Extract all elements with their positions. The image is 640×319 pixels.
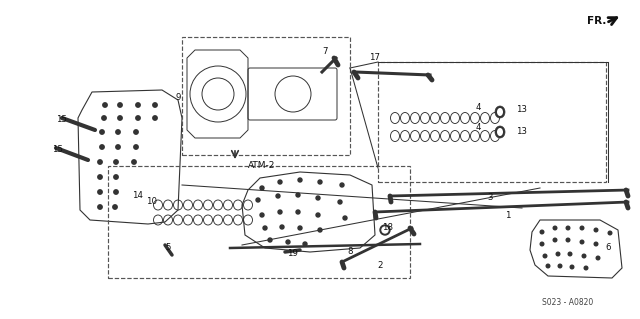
Circle shape — [98, 205, 102, 209]
Circle shape — [338, 200, 342, 204]
Circle shape — [256, 198, 260, 202]
Ellipse shape — [495, 126, 505, 138]
Circle shape — [316, 213, 320, 217]
Circle shape — [546, 264, 550, 268]
Text: 6: 6 — [605, 243, 611, 253]
Circle shape — [98, 160, 102, 164]
Text: 19: 19 — [287, 249, 298, 258]
Text: ATM-2: ATM-2 — [248, 161, 275, 170]
Circle shape — [556, 252, 560, 256]
Circle shape — [558, 264, 562, 268]
Circle shape — [118, 103, 122, 107]
Circle shape — [98, 190, 102, 194]
Circle shape — [113, 205, 117, 209]
Circle shape — [298, 226, 302, 230]
Circle shape — [608, 231, 612, 235]
Circle shape — [566, 238, 570, 242]
Text: 1: 1 — [505, 211, 511, 219]
Text: 13: 13 — [516, 106, 527, 115]
Circle shape — [596, 256, 600, 260]
Ellipse shape — [495, 106, 505, 118]
Circle shape — [116, 130, 120, 134]
Text: 2: 2 — [377, 261, 383, 270]
Circle shape — [263, 226, 267, 230]
Circle shape — [103, 103, 108, 107]
Circle shape — [553, 226, 557, 230]
Text: 3: 3 — [487, 194, 493, 203]
Circle shape — [318, 180, 322, 184]
Text: 13: 13 — [516, 128, 527, 137]
Circle shape — [114, 175, 118, 179]
Ellipse shape — [497, 108, 503, 116]
Circle shape — [98, 175, 102, 179]
Circle shape — [136, 116, 140, 120]
Text: 4: 4 — [476, 103, 481, 113]
Circle shape — [132, 160, 136, 164]
Circle shape — [260, 186, 264, 190]
Text: 10: 10 — [147, 197, 157, 206]
Circle shape — [568, 252, 572, 256]
Circle shape — [134, 130, 138, 134]
Circle shape — [296, 210, 300, 214]
Text: 9: 9 — [175, 93, 180, 101]
Text: 4: 4 — [476, 123, 481, 132]
Text: 17: 17 — [369, 54, 381, 63]
Circle shape — [570, 265, 574, 269]
Circle shape — [582, 254, 586, 258]
Ellipse shape — [497, 128, 503, 136]
Circle shape — [276, 194, 280, 198]
Circle shape — [540, 242, 544, 246]
Circle shape — [303, 242, 307, 246]
Circle shape — [100, 145, 104, 149]
Text: 14: 14 — [132, 191, 143, 201]
Circle shape — [382, 227, 388, 233]
Circle shape — [298, 178, 302, 182]
Text: S023 - A0820: S023 - A0820 — [542, 298, 594, 307]
Text: 8: 8 — [348, 248, 353, 256]
Text: 18: 18 — [383, 224, 394, 233]
Circle shape — [118, 116, 122, 120]
Circle shape — [280, 225, 284, 229]
Circle shape — [594, 228, 598, 232]
Text: FR.: FR. — [588, 16, 607, 26]
Circle shape — [296, 193, 300, 197]
Text: 7: 7 — [323, 48, 328, 56]
Circle shape — [553, 238, 557, 242]
Circle shape — [316, 196, 320, 200]
Circle shape — [380, 225, 390, 235]
Circle shape — [318, 228, 322, 232]
Circle shape — [540, 230, 544, 234]
Circle shape — [134, 145, 138, 149]
Text: 15: 15 — [52, 145, 63, 154]
Circle shape — [286, 240, 290, 244]
Text: 5: 5 — [165, 243, 171, 253]
Circle shape — [584, 266, 588, 270]
Circle shape — [114, 190, 118, 194]
Circle shape — [580, 240, 584, 244]
Circle shape — [594, 242, 598, 246]
Circle shape — [260, 213, 264, 217]
Circle shape — [278, 180, 282, 184]
Circle shape — [114, 160, 118, 164]
Circle shape — [278, 210, 282, 214]
Circle shape — [343, 216, 347, 220]
Text: 15: 15 — [56, 115, 67, 124]
Circle shape — [340, 183, 344, 187]
Circle shape — [580, 226, 584, 230]
Circle shape — [566, 226, 570, 230]
Circle shape — [102, 116, 106, 120]
Circle shape — [100, 130, 104, 134]
Circle shape — [153, 103, 157, 107]
Circle shape — [268, 238, 272, 242]
Circle shape — [543, 254, 547, 258]
Circle shape — [136, 103, 140, 107]
Circle shape — [153, 116, 157, 120]
Circle shape — [116, 145, 120, 149]
